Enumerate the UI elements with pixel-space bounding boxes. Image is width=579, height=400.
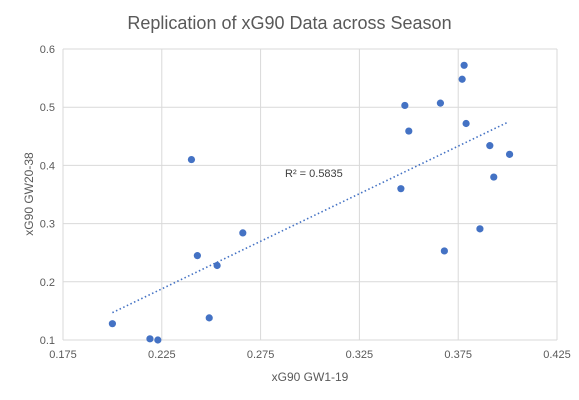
data-point <box>187 155 196 164</box>
x-tick-label: 0.325 <box>346 349 374 361</box>
x-tick-label: 0.175 <box>49 349 77 361</box>
data-points <box>108 61 514 344</box>
data-point <box>486 142 494 150</box>
chart-title: Replication of xG90 Data across Season <box>127 13 451 33</box>
data-point <box>505 150 514 158</box>
x-tick-label: 0.225 <box>148 349 176 361</box>
y-axis-title: xG90 GW20-38 <box>22 152 36 236</box>
y-tick-labels: 0.1 0.2 0.3 0.4 0.5 0.6 <box>40 44 55 347</box>
y-tick-label: 0.2 <box>40 277 55 289</box>
data-point <box>146 335 154 343</box>
data-point <box>154 336 162 344</box>
x-axis-title: xG90 GW1-19 <box>272 370 349 384</box>
data-point <box>401 101 409 110</box>
data-point <box>405 127 413 135</box>
x-tick-label: 0.375 <box>444 349 472 361</box>
data-point <box>193 252 201 260</box>
data-point <box>239 229 247 237</box>
x-tick-label: 0.425 <box>543 349 571 361</box>
x-tick-labels: 0.175 0.225 0.275 0.325 0.375 0.425 <box>49 349 571 361</box>
data-point <box>205 314 213 322</box>
data-point <box>436 99 445 107</box>
data-point <box>460 61 468 69</box>
r-squared-label: R² = 0.5835 <box>285 168 343 180</box>
data-point <box>458 75 466 83</box>
y-tick-label: 0.6 <box>40 44 55 56</box>
data-point <box>440 247 448 255</box>
data-point <box>213 261 221 270</box>
x-tick-label: 0.275 <box>247 349 275 361</box>
y-tick-label: 0.4 <box>40 160 55 172</box>
data-point <box>397 185 405 193</box>
data-point <box>108 320 116 328</box>
y-tick-label: 0.5 <box>40 102 55 114</box>
data-point <box>490 173 498 181</box>
gridlines <box>62 48 558 341</box>
data-point <box>462 119 470 128</box>
trendline <box>112 121 508 314</box>
y-tick-label: 0.3 <box>40 219 55 231</box>
y-tick-label: 0.1 <box>40 335 55 347</box>
data-point <box>476 225 484 233</box>
